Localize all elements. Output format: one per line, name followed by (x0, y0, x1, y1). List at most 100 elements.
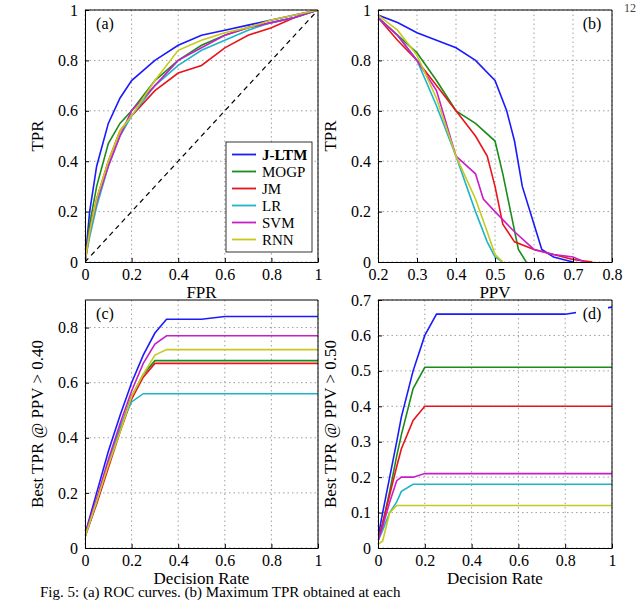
tick-label: 0.6 (58, 102, 78, 119)
tick-label: 0.5 (351, 362, 371, 379)
x-axis: 00.20.40.60.81 (375, 544, 617, 569)
tick-mark (472, 544, 473, 548)
tick-mark (225, 544, 226, 548)
panel-label-bg (576, 304, 608, 324)
tick: 0.3 (408, 258, 428, 283)
grid-line-x (573, 10, 574, 262)
tick-label: 0.8 (262, 552, 282, 569)
grid-line-x (612, 300, 613, 548)
grid-line-x (471, 300, 472, 548)
grid-line-y (85, 437, 318, 438)
tick: 0.4 (351, 398, 382, 415)
y-axis-title: Best TPR @ PPV > 0.40 (28, 340, 47, 508)
tick: 0 (70, 540, 89, 557)
tick: 0.8 (58, 52, 89, 69)
panel-label: (c) (89, 304, 121, 324)
series-line (378, 406, 612, 541)
axis-line (378, 301, 379, 549)
tick-label: 0.8 (58, 319, 78, 336)
grid-line-x (318, 300, 319, 548)
tick: 0.4 (169, 544, 189, 569)
tick-label: 0.7 (351, 292, 371, 309)
tick-label: 0.8 (351, 52, 371, 69)
frame (318, 10, 319, 262)
axis-line (379, 548, 613, 549)
tick-label: 0 (70, 254, 78, 271)
tick-label: 0.8 (58, 52, 78, 69)
y-axis-title: TPR (321, 120, 340, 152)
tick-label: 1 (315, 266, 323, 283)
tick-mark (573, 258, 574, 262)
tick-label: 0.4 (351, 398, 371, 415)
tick-mark (178, 258, 179, 262)
grid-line-y (378, 110, 612, 111)
tick-mark (271, 544, 272, 548)
panel-title: (c) (96, 305, 114, 323)
axis-line (86, 548, 319, 549)
grid (378, 300, 612, 548)
tick-label: 0.7 (564, 266, 584, 283)
tick-label: 1 (609, 552, 617, 569)
legend: J-LTMMOGPJMLRSVMRNN (226, 142, 312, 252)
panel: 0.20.30.40.50.60.70.800.20.40.60.81PPVTP… (321, 2, 623, 302)
grid-line-x (131, 10, 132, 262)
tick-label: 0 (363, 254, 371, 271)
grid-line-x (178, 10, 179, 262)
tick: 0.4 (58, 153, 89, 170)
series-line (85, 363, 318, 537)
tick: 0.4 (462, 544, 482, 569)
grid-line-y (378, 548, 612, 549)
tick-mark (378, 262, 382, 263)
tick: 0.5 (486, 258, 506, 283)
tick-label: 0 (363, 540, 371, 557)
panel-label-bg (89, 14, 121, 34)
legend-swatch (232, 171, 256, 173)
frame (612, 300, 613, 548)
series-line (85, 10, 318, 262)
plot-area (85, 317, 318, 537)
tick: 0.8 (556, 544, 576, 569)
legend-label: LR (262, 198, 281, 214)
tick: 0.6 (58, 102, 89, 119)
tick-mark (378, 371, 382, 372)
series-line (378, 484, 612, 541)
tick-mark (456, 258, 457, 262)
tick-label: 0.6 (215, 552, 235, 569)
tick-label: 0.4 (351, 153, 371, 170)
grid-line-y (378, 300, 612, 301)
tick: 0.4 (169, 258, 189, 283)
tick: 0.6 (215, 258, 235, 283)
tick-mark (132, 544, 133, 548)
panel-label-bg (89, 304, 121, 324)
legend-label: RNN (262, 232, 294, 248)
grid-line-x (178, 300, 179, 548)
legend-box (226, 142, 312, 252)
tick-mark (378, 513, 382, 514)
tick-label: 0.2 (58, 203, 78, 220)
tick: 0.2 (415, 544, 435, 569)
grid (85, 300, 318, 548)
tick-mark (425, 544, 426, 548)
grid-line-y (378, 60, 612, 61)
series-line (85, 10, 318, 262)
grid-line-x (378, 10, 379, 262)
grid-line-x (318, 10, 319, 262)
series-line (85, 350, 318, 537)
series-line (378, 474, 612, 541)
tick-mark (518, 544, 519, 548)
reference-line (85, 10, 318, 262)
tick: 0.8 (262, 258, 282, 283)
tick-mark (225, 258, 226, 262)
grid-line-x (518, 300, 519, 548)
tick-label: 0.2 (58, 485, 78, 502)
series-line (378, 367, 612, 541)
x-axis-title: FPR (186, 283, 217, 302)
grid-line-x (224, 300, 225, 548)
grid-line-y (85, 382, 318, 383)
grid-line-x (378, 300, 379, 548)
panel: 00.20.40.60.8100.20.40.60.81FPRTPR(a)J-L… (28, 2, 323, 302)
frame (318, 300, 319, 548)
tick-label: 0.4 (169, 266, 189, 283)
caption: Fig. 5: (a) ROC curves. (b) Maximum TPR … (40, 584, 401, 601)
tick-mark (378, 477, 382, 478)
